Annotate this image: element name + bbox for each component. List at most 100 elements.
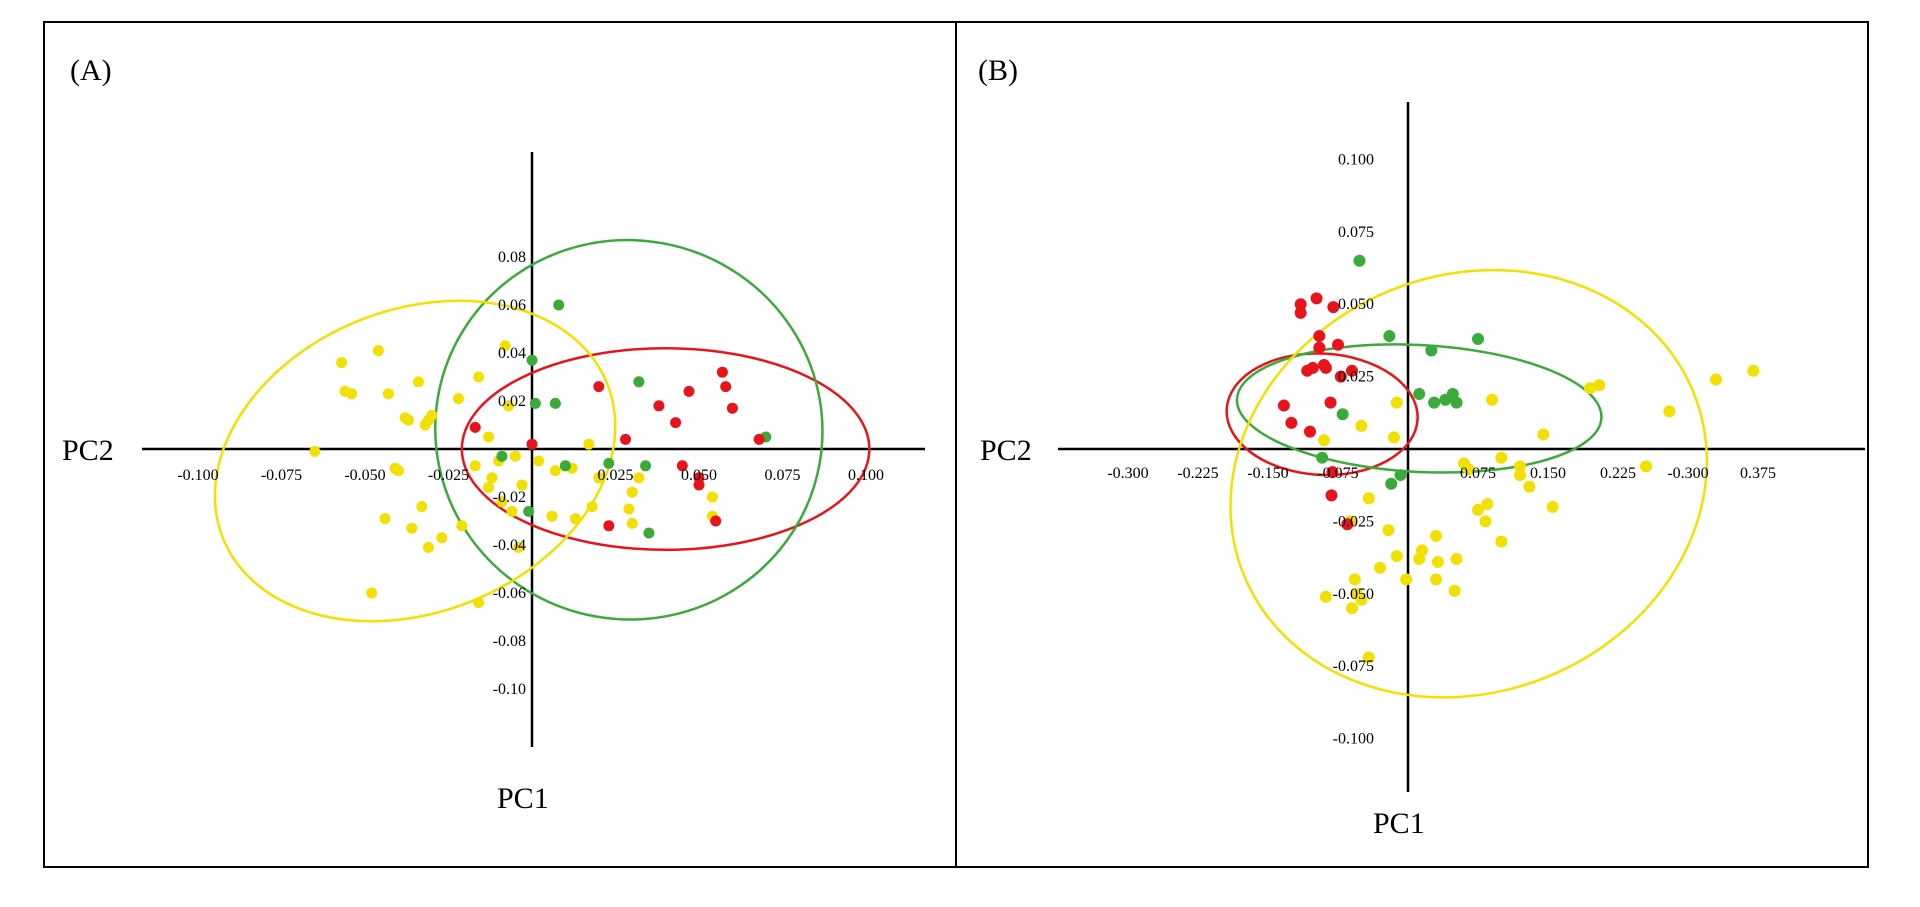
- point-yellow: [422, 541, 434, 553]
- point-red: [1277, 399, 1290, 412]
- point-yellow: [546, 510, 558, 522]
- y-tick-label: 0.025: [1338, 369, 1374, 386]
- point-green: [1450, 396, 1463, 409]
- point-red: [720, 381, 732, 393]
- point-yellow: [426, 409, 438, 421]
- point-red: [693, 479, 705, 491]
- point-yellow: [1471, 503, 1484, 516]
- point-yellow: [569, 513, 581, 525]
- y-tick-label: -0.10: [493, 681, 526, 698]
- y-tick-label: 0.100: [1338, 151, 1374, 168]
- point-yellow: [1355, 419, 1368, 432]
- point-red: [1313, 341, 1326, 354]
- y-tick-label: -0.06: [493, 585, 526, 602]
- panel-a-y-axis-name: PC2: [62, 434, 114, 467]
- point-red: [1301, 364, 1314, 377]
- point-yellow: [1537, 428, 1550, 441]
- point-yellow: [436, 532, 448, 544]
- point-red: [1327, 301, 1340, 314]
- point-yellow: [506, 505, 518, 517]
- point-yellow: [1546, 500, 1559, 513]
- y-tick-label: 0.075: [1338, 224, 1374, 241]
- x-tick-label: -0.075: [261, 467, 302, 484]
- point-red: [526, 438, 538, 450]
- point-green: [1385, 477, 1398, 490]
- point-yellow: [1495, 451, 1508, 464]
- panel-b-ellipses: [1225, 268, 1709, 699]
- panel-b-frame: [955, 21, 1869, 868]
- x-tick-label: 0.225: [1600, 465, 1636, 482]
- point-yellow: [453, 393, 465, 405]
- y-tick-label: -0.02: [493, 489, 526, 506]
- point-red: [593, 381, 605, 393]
- x-tick-label: -0.300: [1667, 465, 1708, 482]
- point-red: [603, 520, 615, 532]
- point-yellow: [1450, 553, 1463, 566]
- point-yellow: [382, 388, 394, 400]
- point-red: [670, 417, 682, 429]
- point-yellow: [483, 481, 495, 493]
- ellipse-yellow: [213, 299, 617, 623]
- point-red: [1341, 518, 1354, 531]
- panel-b-x-axis-name: PC1: [1373, 807, 1425, 840]
- x-tick-label: 0.100: [848, 467, 884, 484]
- point-yellow: [1374, 561, 1387, 574]
- point-yellow: [336, 357, 348, 369]
- point-yellow: [483, 431, 495, 443]
- point-yellow: [379, 513, 391, 525]
- x-tick-label: 0.025: [598, 467, 634, 484]
- point-yellow: [392, 465, 404, 477]
- point-yellow: [533, 455, 545, 467]
- point-red: [716, 366, 728, 378]
- point-red: [653, 400, 665, 412]
- point-yellow: [1495, 535, 1508, 548]
- y-tick-label: 0.04: [498, 345, 526, 362]
- point-yellow: [1318, 434, 1331, 447]
- y-tick-label: 0.02: [498, 393, 526, 410]
- point-green: [549, 397, 561, 409]
- point-yellow: [626, 486, 638, 498]
- x-tick-label: 0.050: [681, 467, 717, 484]
- point-green: [529, 397, 541, 409]
- point-yellow: [1319, 590, 1332, 603]
- panel-b: (B) PC2 PC1 -0.300 -0.225 -0.150 -0.075 0.07…: [955, 21, 1869, 868]
- point-red: [1319, 361, 1332, 374]
- point-red: [469, 421, 481, 433]
- panel-a-ellipses: [213, 238, 871, 623]
- y-tick-label: -0.050: [1333, 586, 1374, 603]
- point-yellow: [1462, 463, 1475, 476]
- x-tick-label: 0.075: [765, 467, 801, 484]
- point-red: [1324, 396, 1337, 409]
- point-yellow: [516, 479, 528, 491]
- point-green: [633, 376, 645, 388]
- point-red: [1294, 298, 1307, 311]
- point-green: [1316, 451, 1329, 464]
- point-yellow: [1513, 469, 1526, 482]
- point-yellow: [1346, 602, 1359, 615]
- ellipse-green: [434, 238, 824, 621]
- point-yellow: [1639, 460, 1652, 473]
- point-red: [620, 433, 632, 445]
- point-yellow: [706, 491, 718, 503]
- ellipse-red: [460, 346, 871, 552]
- point-green: [1353, 254, 1366, 267]
- point-yellow: [583, 438, 595, 450]
- y-tick-label: 0.08: [498, 249, 526, 266]
- ellipse-red: [1225, 352, 1419, 477]
- point-green: [1425, 344, 1438, 357]
- y-tick-label: -0.08: [493, 633, 526, 650]
- point-red: [676, 460, 688, 472]
- point-green: [640, 460, 652, 472]
- x-tick-label: 0.375: [1740, 465, 1776, 482]
- point-yellow: [1413, 553, 1426, 566]
- panel-a: (A) PC2 PC1 -0.100 -0.075 -0.050 -0.025 0.02…: [43, 21, 957, 868]
- point-yellow: [1382, 524, 1395, 537]
- point-green: [523, 505, 535, 517]
- point-yellow: [499, 340, 511, 352]
- x-tick-label: -0.100: [177, 467, 218, 484]
- point-yellow: [469, 460, 481, 472]
- point-yellow: [346, 388, 358, 400]
- point-red: [1326, 466, 1339, 479]
- point-red: [1304, 425, 1317, 438]
